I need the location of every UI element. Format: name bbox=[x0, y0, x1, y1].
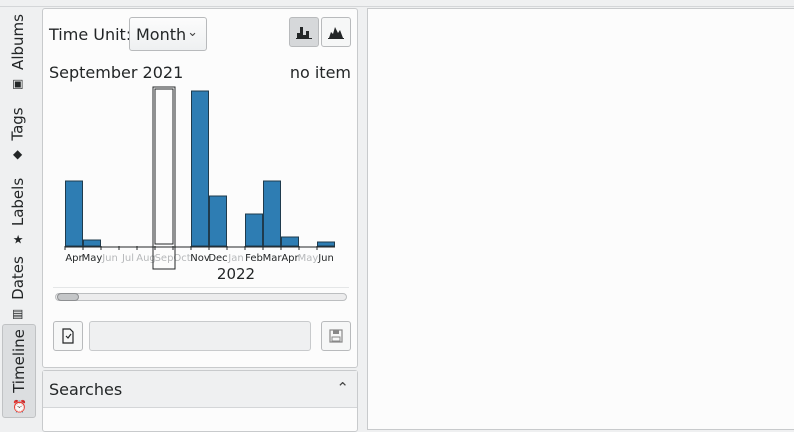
tag-icon: ◆ bbox=[13, 147, 23, 162]
x-tick-label: Sep bbox=[155, 253, 174, 264]
log-scale-button[interactable] bbox=[321, 17, 351, 47]
tab-albums-label: Albums bbox=[9, 14, 28, 70]
chevron-down-icon: ⌄ bbox=[187, 25, 198, 40]
histogram-bar[interactable] bbox=[209, 195, 227, 247]
x-tick-label: Jan bbox=[227, 253, 243, 264]
star-icon: ★ bbox=[12, 232, 24, 247]
year-label: 2022 bbox=[217, 265, 255, 281]
save-search-input[interactable] bbox=[89, 321, 311, 351]
tab-timeline-label: Timeline bbox=[10, 329, 28, 393]
timeline-scroll-thumb[interactable] bbox=[57, 293, 79, 301]
timeline-scrollbar[interactable] bbox=[55, 293, 347, 301]
linear-histogram-icon bbox=[296, 27, 312, 39]
x-tick-label: Nov bbox=[190, 253, 210, 264]
log-histogram-icon bbox=[328, 27, 344, 39]
tab-tags-label: Tags bbox=[9, 107, 27, 141]
top-separator bbox=[0, 0, 794, 7]
main-view bbox=[367, 8, 794, 430]
searches-panel: Searches ⌃ bbox=[42, 370, 358, 432]
tab-albums[interactable]: ▣ Albums bbox=[2, 8, 34, 96]
searches-title: Searches bbox=[49, 380, 123, 399]
x-tick-label: Oct bbox=[173, 253, 190, 264]
x-tick-label: Apr bbox=[281, 253, 299, 264]
x-tick-label: Feb bbox=[245, 253, 263, 264]
selection-box-outer[interactable] bbox=[152, 86, 176, 270]
histogram-bar[interactable] bbox=[263, 180, 281, 247]
x-tick-label: Jul bbox=[121, 253, 134, 264]
selected-period: September 2021 bbox=[49, 63, 184, 82]
sidebar-tab-strip: ▣ Albums ◆ Tags ★ Labels ▤ Dates ⏰ Timeline bbox=[0, 8, 38, 420]
x-tick-label: Jun bbox=[317, 253, 334, 264]
linear-scale-button[interactable] bbox=[289, 17, 319, 47]
x-tick-label: May bbox=[298, 253, 319, 264]
tab-dates[interactable]: ▤ Dates bbox=[2, 254, 34, 322]
save-icon bbox=[329, 329, 343, 343]
selection-box-inner bbox=[154, 88, 174, 245]
searches-header[interactable]: Searches ⌃ bbox=[43, 371, 357, 408]
item-count: no item bbox=[289, 63, 351, 82]
tab-labels[interactable]: ★ Labels bbox=[2, 172, 34, 252]
x-tick-label: Mar bbox=[263, 253, 283, 264]
time-unit-select[interactable]: Month ⌄ bbox=[129, 17, 207, 51]
tab-tags[interactable]: ◆ Tags bbox=[2, 98, 34, 170]
time-unit-value: Month bbox=[136, 25, 187, 44]
histogram-bar[interactable] bbox=[191, 90, 209, 247]
histogram-bar[interactable] bbox=[83, 239, 101, 247]
chart-separator bbox=[53, 287, 349, 288]
x-tick-label: Jun bbox=[101, 253, 118, 264]
document-reset-icon bbox=[62, 328, 74, 344]
x-tick-label: Dec bbox=[208, 253, 227, 264]
chevron-up-icon[interactable]: ⌃ bbox=[336, 379, 349, 397]
x-tick-label: Aug bbox=[136, 253, 156, 264]
histogram-bar[interactable] bbox=[245, 213, 263, 247]
time-unit-label: Time Unit: bbox=[49, 25, 132, 44]
x-tick-label: May bbox=[82, 253, 103, 264]
timeline-panel: Time Unit: Month ⌄ September 2021 no ite… bbox=[42, 8, 358, 368]
calendar-icon: ▤ bbox=[12, 306, 24, 321]
save-search-button[interactable] bbox=[321, 321, 351, 351]
clock-icon: ⏰ bbox=[12, 399, 28, 414]
tab-timeline[interactable]: ⏰ Timeline bbox=[2, 324, 36, 418]
x-tick-label: Apr bbox=[65, 253, 83, 264]
reset-selection-button[interactable] bbox=[53, 321, 83, 351]
histogram-bar[interactable] bbox=[317, 241, 335, 247]
histogram-bar[interactable] bbox=[281, 236, 299, 247]
tab-dates-label: Dates bbox=[9, 256, 28, 300]
image-icon: ▣ bbox=[12, 76, 24, 91]
tab-labels-label: Labels bbox=[9, 177, 27, 227]
histogram-bar[interactable] bbox=[65, 180, 83, 247]
